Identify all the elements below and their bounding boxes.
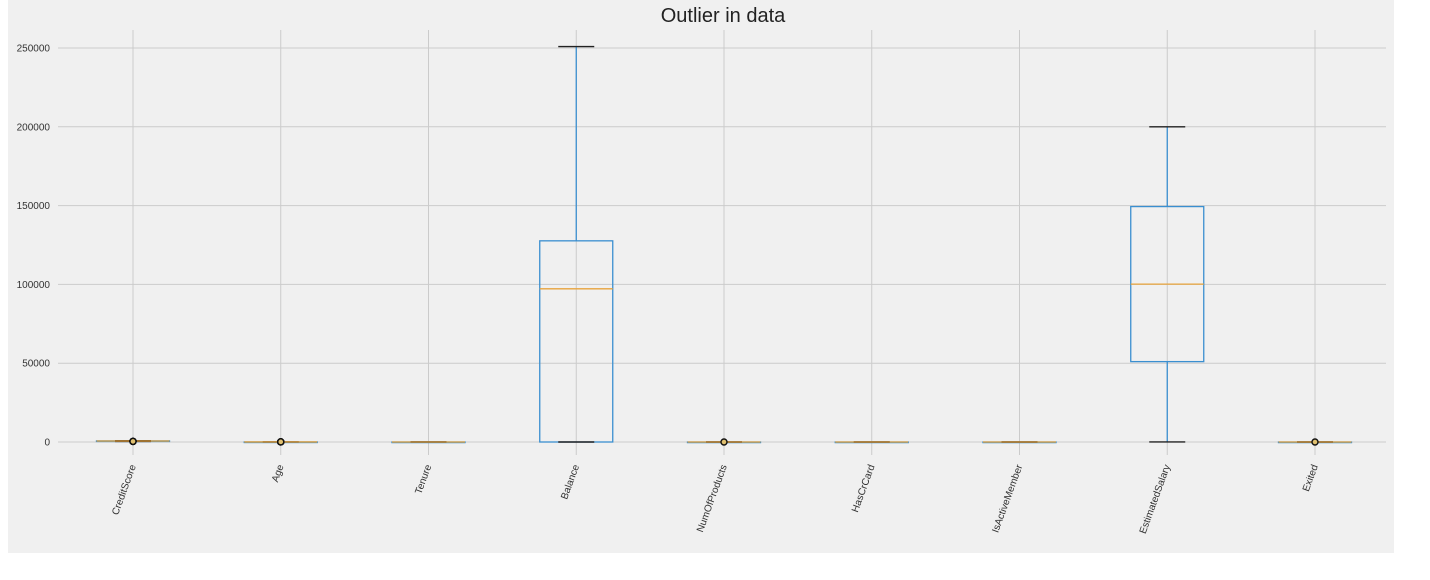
box-tenure bbox=[391, 441, 466, 444]
chart-title: Outlier in data bbox=[661, 5, 786, 27]
y-tick-label: 200000 bbox=[17, 122, 51, 133]
box-age bbox=[243, 438, 318, 446]
y-tick-label: 150000 bbox=[17, 201, 51, 212]
y-tick-label: 0 bbox=[44, 438, 50, 449]
plot-background bbox=[8, 0, 1394, 553]
boxes bbox=[95, 45, 1353, 446]
y-tick-label: 50000 bbox=[22, 359, 50, 370]
outlier-point bbox=[129, 437, 137, 446]
outlier-point bbox=[720, 438, 728, 446]
box-hascrcard bbox=[834, 441, 909, 444]
box-numofproducts bbox=[686, 438, 762, 446]
y-tick-label: 100000 bbox=[17, 280, 51, 291]
y-tick-label: 250000 bbox=[17, 44, 51, 55]
outlier-point bbox=[1311, 438, 1319, 446]
y-tick-labels: 0 50000 100000 150000 200000 250000 bbox=[17, 44, 51, 449]
box-exited bbox=[1277, 438, 1353, 446]
box-estimatedsalary bbox=[1130, 126, 1205, 443]
box-balance bbox=[539, 45, 614, 443]
box-isactivemember bbox=[982, 441, 1057, 444]
box-creditscore bbox=[95, 437, 171, 446]
outlier-point bbox=[277, 438, 285, 446]
